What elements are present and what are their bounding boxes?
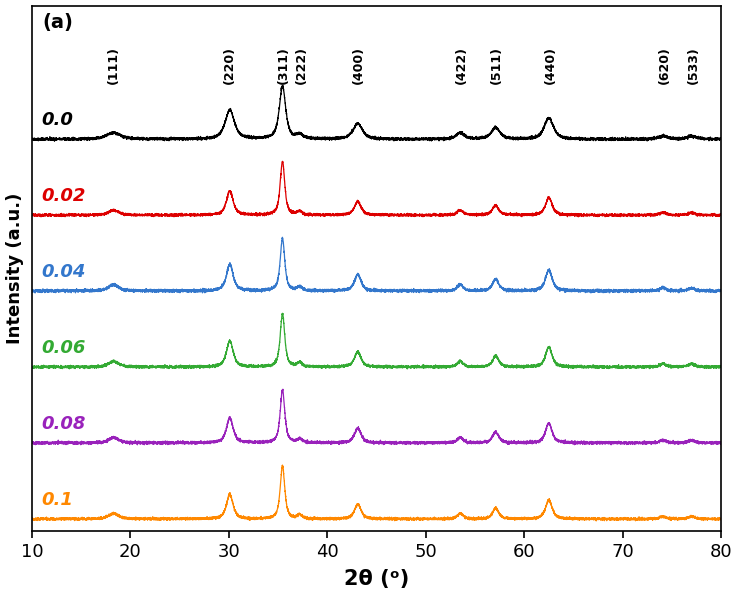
X-axis label: 2θ (ᵒ): 2θ (ᵒ) [344,569,409,590]
Text: (a): (a) [42,14,73,33]
Text: (220): (220) [224,46,236,84]
Text: 0.08: 0.08 [42,415,86,433]
Text: 0.1: 0.1 [42,491,74,509]
Text: (440): (440) [545,46,557,84]
Text: 0.06: 0.06 [42,339,86,358]
Text: (620): (620) [658,46,671,84]
Text: (222): (222) [295,46,308,84]
Text: 0.02: 0.02 [42,187,86,205]
Text: (533): (533) [687,46,700,84]
Text: 0.04: 0.04 [42,264,86,281]
Text: (311): (311) [277,46,289,84]
Text: (400): (400) [352,46,365,84]
Text: 0.0: 0.0 [42,111,74,129]
Text: (511): (511) [490,46,503,84]
Y-axis label: Intensity (a.u.): Intensity (a.u.) [6,193,24,344]
Text: (422): (422) [455,46,468,84]
Text: (111): (111) [107,46,120,84]
